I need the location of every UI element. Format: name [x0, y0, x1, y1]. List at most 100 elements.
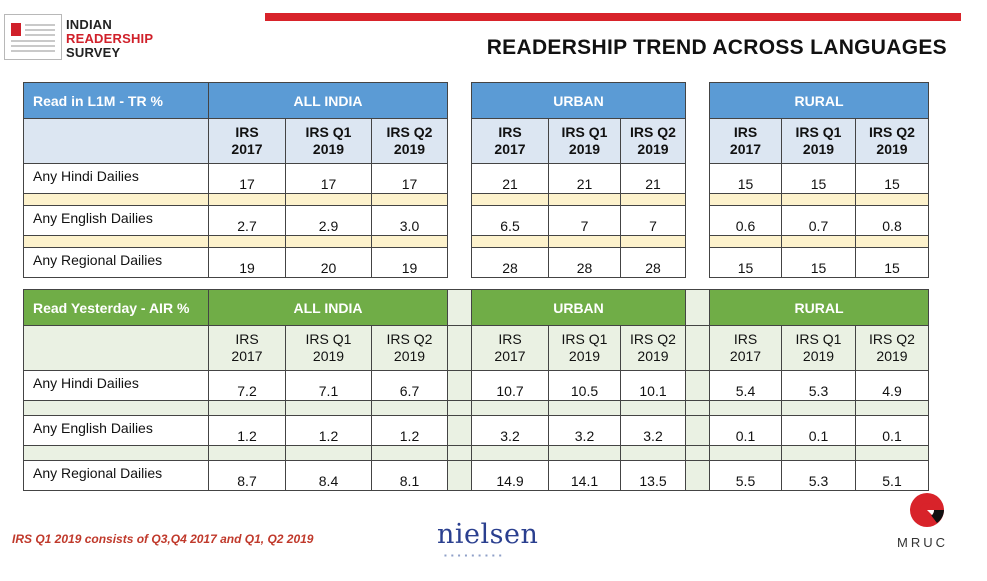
- table-row: Any Regional Dailies 19 20 19 28 28 28 1…: [23, 247, 929, 278]
- table1-subheader: IRS Q2 2019: [371, 118, 448, 164]
- table-cell: 7: [620, 205, 686, 236]
- table-cell: 15: [781, 163, 856, 194]
- table-cell: 15: [781, 247, 856, 278]
- table2-subheader: IRS Q2 2019: [855, 325, 929, 371]
- table-cell: 7: [548, 205, 621, 236]
- mruc-logo-icon: [910, 493, 944, 527]
- logo-line-3: SURVEY: [66, 45, 121, 60]
- table-cell: 3.2: [620, 415, 686, 446]
- mruc-logo-text: MRUC: [897, 535, 948, 550]
- table1-subheader: IRS 2017: [709, 118, 782, 164]
- table-cell: 0.8: [855, 205, 929, 236]
- table-cell: 3.2: [548, 415, 621, 446]
- table-cell: 17: [208, 163, 286, 194]
- table-read-l1m: Read in L1M - TR % ALL INDIA URBAN RURAL…: [23, 82, 929, 278]
- table-cell: 6.5: [471, 205, 549, 236]
- table-cell: 5.3: [781, 370, 856, 401]
- irs-logo: INDIAN READERSHIP SURVEY: [4, 14, 164, 64]
- table1-label: Read in L1M - TR %: [23, 82, 209, 119]
- table1-group-rural: RURAL: [709, 82, 929, 119]
- row-label: Any English Dailies: [23, 205, 209, 236]
- table-row: Any English Dailies 2.7 2.9 3.0 6.5 7 7 …: [23, 205, 929, 236]
- table-cell: 0.1: [855, 415, 929, 446]
- table-cell: 14.1: [548, 460, 621, 491]
- page-title: READERSHIP TREND ACROSS LANGUAGES: [486, 36, 947, 59]
- table-row: Any Hindi Dailies 7.2 7.1 6.7 10.7 10.5 …: [23, 370, 929, 401]
- table1-subheader: IRS 2017: [208, 118, 286, 164]
- table1-subheader: IRS Q1 2019: [285, 118, 372, 164]
- table2-group-urban: URBAN: [471, 289, 686, 326]
- table-cell: 10.1: [620, 370, 686, 401]
- table-cell: 15: [855, 163, 929, 194]
- table-cell: 5.4: [709, 370, 782, 401]
- table-cell: 2.7: [208, 205, 286, 236]
- table-cell: 5.1: [855, 460, 929, 491]
- table-cell: 17: [285, 163, 372, 194]
- table-cell: 1.2: [285, 415, 372, 446]
- table-cell: 19: [208, 247, 286, 278]
- table2-label: Read Yesterday - AIR %: [23, 289, 209, 326]
- table-cell: 19: [371, 247, 448, 278]
- logo-mark-icon: [4, 14, 62, 60]
- table-cell: 21: [471, 163, 549, 194]
- table1-group-urban: URBAN: [471, 82, 686, 119]
- table-cell: 3.2: [471, 415, 549, 446]
- footnote: IRS Q1 2019 consists of Q3,Q4 2017 and Q…: [12, 532, 314, 546]
- table-cell: 0.1: [781, 415, 856, 446]
- table-cell: 8.7: [208, 460, 286, 491]
- table-cell: 6.7: [371, 370, 448, 401]
- table-cell: 14.9: [471, 460, 549, 491]
- table-row: Any Regional Dailies 8.7 8.4 8.1 14.9 14…: [23, 460, 929, 491]
- table-cell: 0.6: [709, 205, 782, 236]
- logo-line-1: INDIAN: [66, 17, 112, 32]
- table2-subheader: IRS Q2 2019: [620, 325, 686, 371]
- table-cell: 4.9: [855, 370, 929, 401]
- table-cell: 10.7: [471, 370, 549, 401]
- table2-subheader: IRS Q1 2019: [781, 325, 856, 371]
- table-cell: 15: [709, 163, 782, 194]
- logo-text: INDIAN READERSHIP SURVEY: [66, 18, 153, 60]
- table-cell: 15: [709, 247, 782, 278]
- table-cell: 21: [620, 163, 686, 194]
- table-cell: 10.5: [548, 370, 621, 401]
- table2-group-all-india: ALL INDIA: [208, 289, 448, 326]
- row-label: Any English Dailies: [23, 415, 209, 446]
- table-cell: 7.2: [208, 370, 286, 401]
- table-cell: 0.1: [709, 415, 782, 446]
- table1-subheader: IRS Q1 2019: [781, 118, 856, 164]
- table-cell: 28: [548, 247, 621, 278]
- table1-subheader: IRS Q1 2019: [548, 118, 621, 164]
- table-cell: 8.4: [285, 460, 372, 491]
- table-cell: 17: [371, 163, 448, 194]
- row-label: Any Hindi Dailies: [23, 370, 209, 401]
- table-cell: 28: [471, 247, 549, 278]
- table2-subheader: IRS Q2 2019: [371, 325, 448, 371]
- table2-subheader: IRS Q1 2019: [548, 325, 621, 371]
- logo-line-2: READERSHIP: [66, 31, 154, 46]
- nielsen-dots-icon: ▪▪▪▪▪▪▪▪▪: [444, 551, 506, 560]
- table-cell: 8.1: [371, 460, 448, 491]
- table2-group-rural: RURAL: [709, 289, 929, 326]
- row-label: Any Regional Dailies: [23, 247, 209, 278]
- table-cell: 13.5: [620, 460, 686, 491]
- table-cell: 7.1: [285, 370, 372, 401]
- table2-subheader: IRS Q1 2019: [285, 325, 372, 371]
- table-row: Any Hindi Dailies 17 17 17 21 21 21 15 1…: [23, 163, 929, 194]
- table2-subheader: IRS 2017: [709, 325, 782, 371]
- table-cell: 21: [548, 163, 621, 194]
- nielsen-logo: nielsen: [437, 519, 539, 550]
- table-row: Any English Dailies 1.2 1.2 1.2 3.2 3.2 …: [23, 415, 929, 446]
- table-cell: 0.7: [781, 205, 856, 236]
- table-cell: 1.2: [208, 415, 286, 446]
- table1-subheader: IRS Q2 2019: [855, 118, 929, 164]
- table-cell: 1.2: [371, 415, 448, 446]
- table-cell: 5.5: [709, 460, 782, 491]
- table-cell: 20: [285, 247, 372, 278]
- table-cell: 2.9: [285, 205, 372, 236]
- row-label: Any Regional Dailies: [23, 460, 209, 491]
- table1-group-all-india: ALL INDIA: [208, 82, 448, 119]
- table-cell: 3.0: [371, 205, 448, 236]
- top-accent-bar: [265, 13, 961, 21]
- table1-subheader: IRS Q2 2019: [620, 118, 686, 164]
- table2-subheader: IRS 2017: [208, 325, 286, 371]
